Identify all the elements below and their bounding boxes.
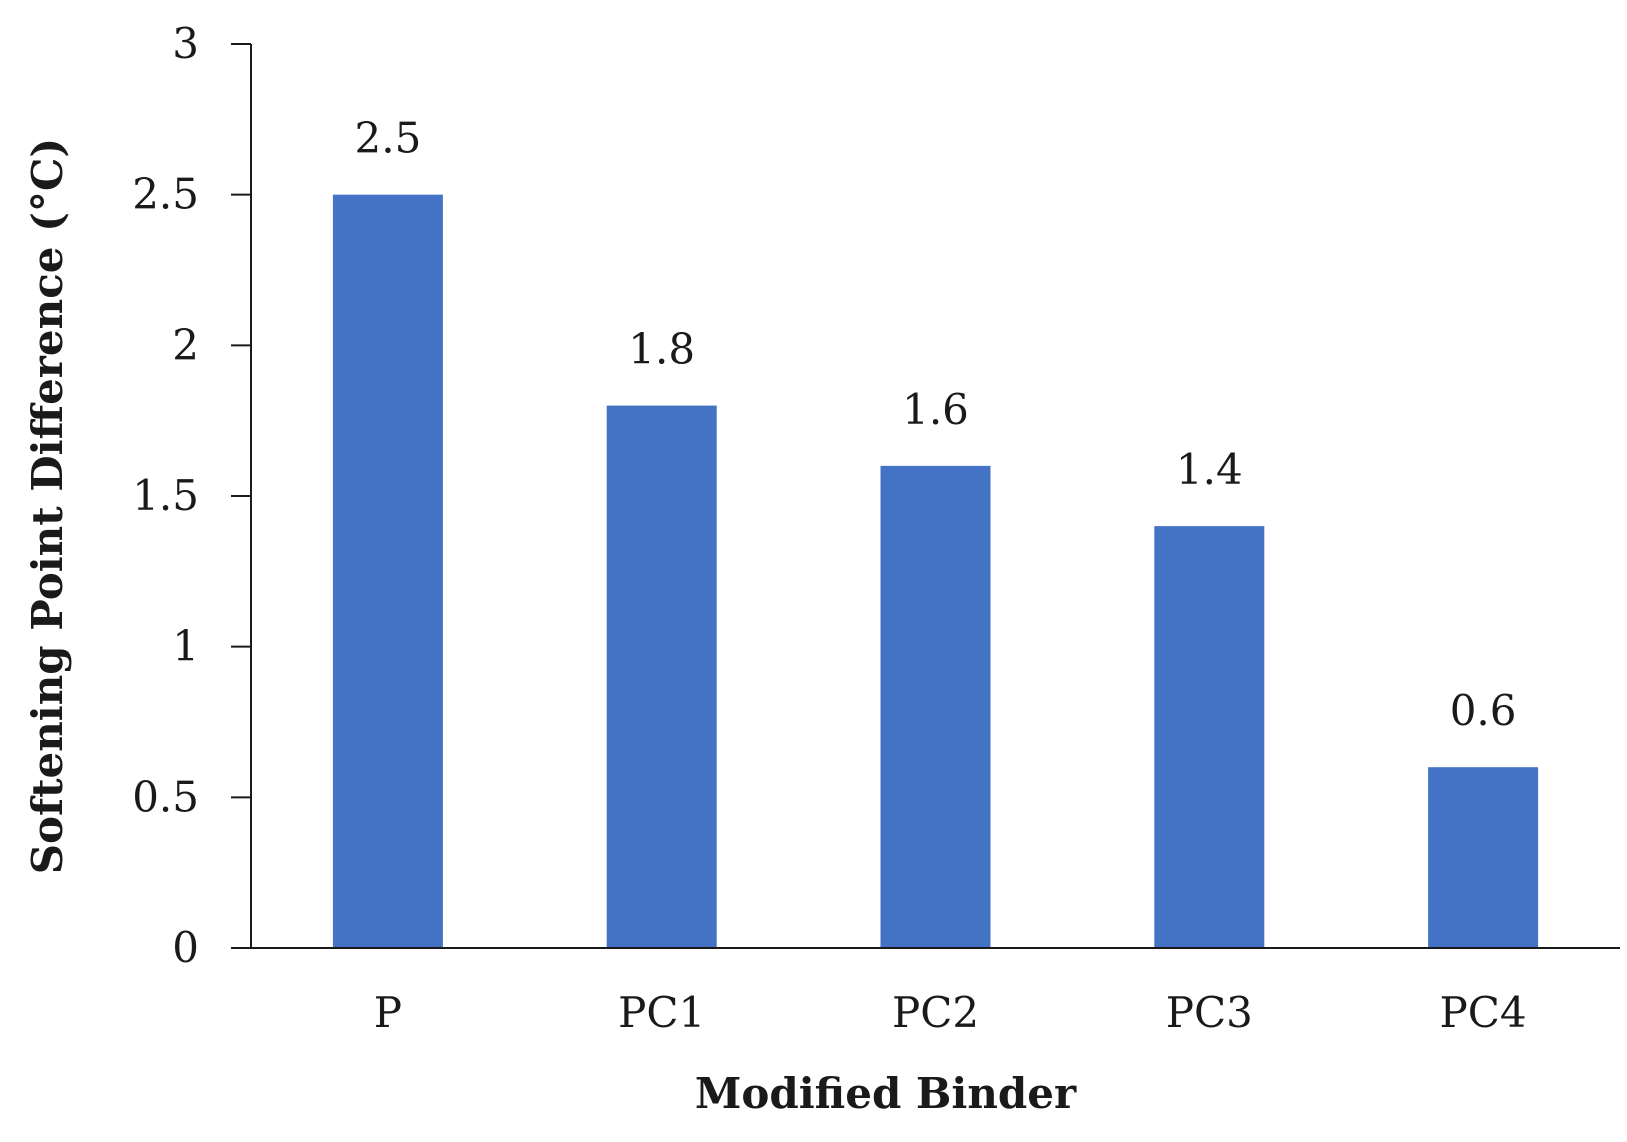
bar-pc1 bbox=[606, 405, 717, 949]
data-label-pc2: 1.6 bbox=[902, 385, 969, 434]
x-tick-label: PC1 bbox=[618, 988, 705, 1037]
bars-layer bbox=[332, 194, 1539, 949]
bar-pc3 bbox=[1154, 526, 1265, 948]
bar-p bbox=[332, 194, 443, 948]
x-axis-title: Modified Binder bbox=[695, 1069, 1077, 1118]
bar-pc2 bbox=[880, 465, 991, 948]
x-tick-label: PC4 bbox=[1440, 988, 1527, 1037]
data-label-pc3: 1.4 bbox=[1176, 445, 1243, 494]
x-tick-label: P bbox=[374, 988, 402, 1037]
y-axis-title: Softening Point Difference (°C) bbox=[23, 138, 72, 875]
data-label-p: 2.5 bbox=[355, 114, 422, 163]
y-tick-label: 2 bbox=[172, 320, 199, 369]
data-label-pc1: 1.8 bbox=[628, 325, 695, 374]
data-labels: 2.5 1.8 1.6 1.4 0.6 bbox=[355, 114, 1517, 736]
y-tick-label: 0.5 bbox=[132, 772, 199, 821]
y-tick-label: 1.5 bbox=[132, 471, 199, 520]
y-tick-label: 3 bbox=[172, 19, 199, 68]
x-tick-labels: P PC1 PC2 PC3 PC4 bbox=[374, 988, 1527, 1037]
y-tick-label: 2.5 bbox=[132, 170, 199, 219]
bar-pc4 bbox=[1428, 767, 1539, 948]
y-tick-label: 0 bbox=[172, 923, 199, 972]
data-label-pc4: 0.6 bbox=[1450, 686, 1517, 735]
x-tick-label: PC2 bbox=[892, 988, 979, 1037]
x-tick-label: PC3 bbox=[1166, 988, 1253, 1037]
y-tick-label: 1 bbox=[172, 622, 199, 671]
y-ticks: 0 0.5 1 1.5 2 2.5 3 bbox=[132, 19, 251, 972]
